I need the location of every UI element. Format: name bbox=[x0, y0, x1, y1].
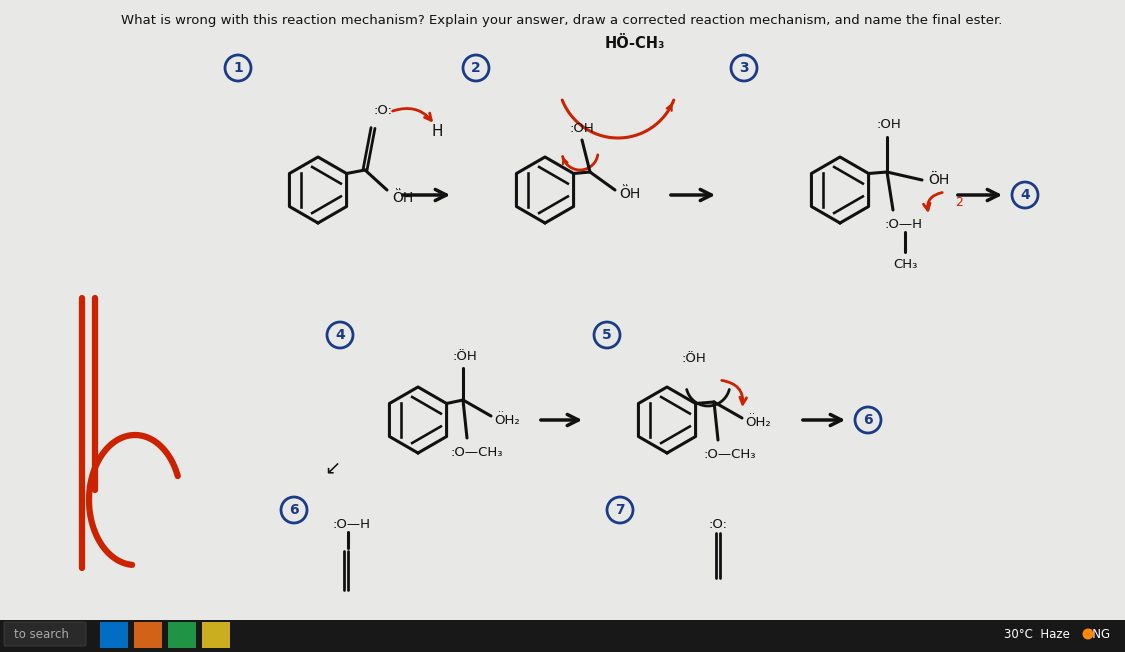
Text: :O:: :O: bbox=[709, 518, 728, 531]
Circle shape bbox=[731, 55, 757, 81]
Text: :O—H: :O—H bbox=[333, 518, 371, 531]
FancyBboxPatch shape bbox=[4, 622, 86, 646]
Text: ··: ·· bbox=[932, 167, 937, 177]
Text: 2: 2 bbox=[955, 196, 963, 209]
Text: What is wrong with this reaction mechanism? Explain your answer, draw a correcte: What is wrong with this reaction mechani… bbox=[122, 14, 1002, 27]
Text: ··: ·· bbox=[749, 409, 755, 419]
Circle shape bbox=[281, 497, 307, 523]
Text: 5: 5 bbox=[602, 328, 612, 342]
Circle shape bbox=[464, 55, 489, 81]
Text: ··: ·· bbox=[498, 407, 504, 417]
Circle shape bbox=[594, 322, 620, 348]
Text: ··: ·· bbox=[395, 184, 400, 194]
Text: 6: 6 bbox=[863, 413, 873, 427]
Text: 2: 2 bbox=[471, 61, 480, 75]
Text: :O—CH₃: :O—CH₃ bbox=[704, 447, 756, 460]
Text: 7: 7 bbox=[615, 503, 624, 517]
Text: 4: 4 bbox=[335, 328, 345, 342]
Text: ÖH: ÖH bbox=[928, 173, 950, 187]
Text: 1: 1 bbox=[233, 61, 243, 75]
Circle shape bbox=[1082, 629, 1094, 640]
Text: :O—H: :O—H bbox=[884, 218, 922, 231]
Text: :O:: :O: bbox=[374, 104, 393, 117]
Text: ÖH: ÖH bbox=[620, 187, 640, 201]
Text: :O—CH₃: :O—CH₃ bbox=[451, 445, 503, 458]
Text: 4: 4 bbox=[1020, 188, 1029, 202]
Bar bbox=[202, 622, 230, 648]
Text: 3: 3 bbox=[739, 61, 749, 75]
Text: :OH: :OH bbox=[876, 117, 901, 130]
Text: H: H bbox=[431, 125, 443, 140]
Text: ÖH: ÖH bbox=[393, 191, 414, 205]
Text: 6: 6 bbox=[289, 503, 299, 517]
Text: to search: to search bbox=[14, 629, 69, 642]
Circle shape bbox=[1012, 182, 1038, 208]
Text: CH₃: CH₃ bbox=[893, 258, 917, 271]
Circle shape bbox=[608, 497, 633, 523]
Circle shape bbox=[327, 322, 353, 348]
Bar bbox=[168, 622, 196, 648]
Text: OH₂: OH₂ bbox=[745, 415, 771, 428]
FancyBboxPatch shape bbox=[0, 620, 1125, 652]
Text: OH₂: OH₂ bbox=[494, 413, 520, 426]
Text: :ÖH: :ÖH bbox=[452, 349, 477, 363]
Circle shape bbox=[855, 407, 881, 433]
Bar bbox=[134, 622, 162, 648]
Circle shape bbox=[225, 55, 251, 81]
Text: HÖ-CH₃: HÖ-CH₃ bbox=[605, 37, 665, 52]
Text: 30°C  Haze    ENG: 30°C Haze ENG bbox=[1004, 629, 1110, 642]
Text: ↙: ↙ bbox=[324, 458, 340, 477]
Text: ··: ·· bbox=[622, 180, 628, 190]
Text: :OH: :OH bbox=[569, 121, 594, 134]
Bar bbox=[100, 622, 128, 648]
Text: :ÖH: :ÖH bbox=[682, 351, 706, 364]
